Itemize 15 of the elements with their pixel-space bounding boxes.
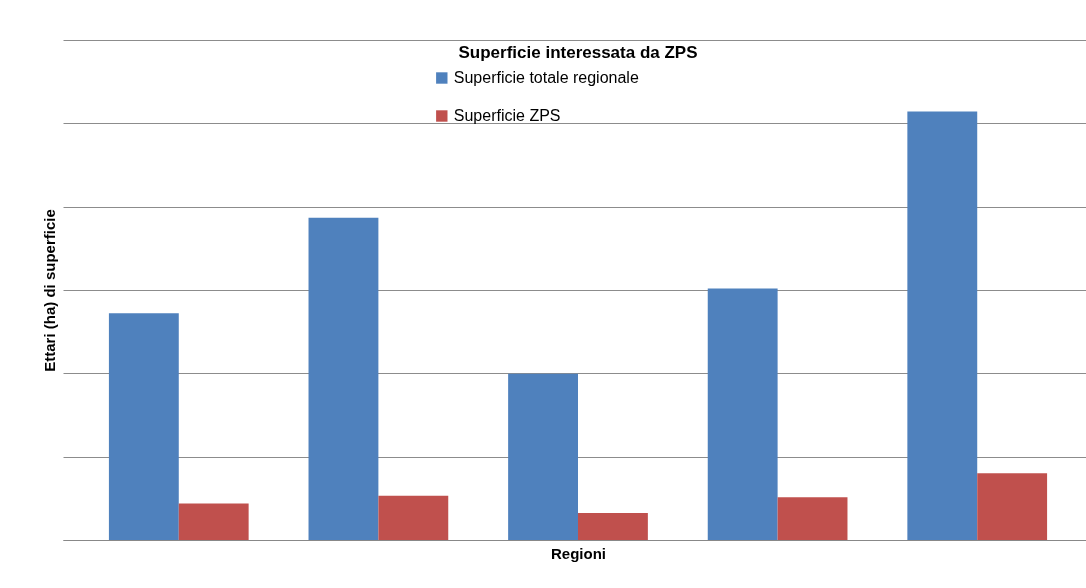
bar: [907, 111, 978, 540]
chart-title: Superficie interessata da ZPS: [458, 43, 698, 62]
bar: [308, 217, 379, 540]
legend-label: Superficie totale regionale: [453, 69, 639, 86]
legend-label: Superficie ZPS: [453, 107, 561, 124]
bar: [977, 473, 1048, 540]
bar: [178, 503, 249, 540]
x-axis-title: Regioni: [551, 544, 606, 562]
bar: [777, 497, 848, 540]
y-axis-title: Ettari (ha) di superficie: [40, 209, 58, 372]
bar: [707, 288, 778, 540]
bar: [578, 513, 648, 540]
bar: [508, 373, 578, 540]
bar: [378, 495, 449, 540]
bar: [108, 313, 179, 540]
